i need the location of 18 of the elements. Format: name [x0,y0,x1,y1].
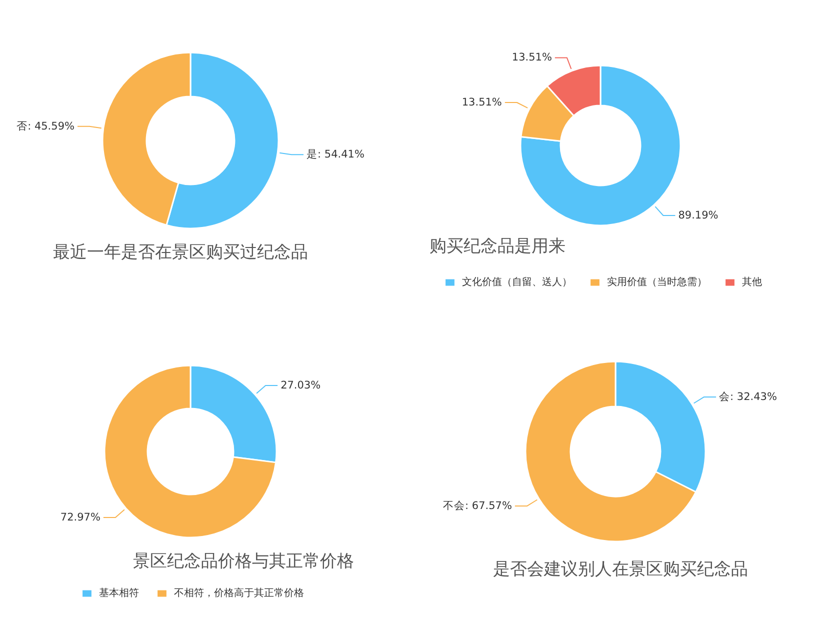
slice-label: 会: 32.43% [719,390,777,403]
data-label: 89.19% [678,210,718,222]
data-label: 13.51% [462,96,502,108]
slice-label: 否: 45.59% [16,120,74,132]
text: 购买纪念品是用来 [430,236,566,256]
legend-label: 其他 [742,276,762,289]
data-label: 72.97% [60,512,100,524]
legend-label: 文化价值（自留、送人） [462,276,572,289]
slice-label: 是: 54.41% [306,148,364,161]
slice-label: 不会: 67.57% [443,500,512,512]
text: 最近一年是否在景区购买过纪念品 [53,242,308,262]
data-label: 27.03% [280,379,321,392]
legend-label: 不相符，价格高于其正常价格 [174,586,304,600]
data-label: 13.51% [512,52,552,64]
text: 景区纪念品价格与其正常价格 [133,552,354,572]
legend-label: 实用价值（当时急需） [607,276,707,289]
text: 是否会建议别人在景区购买纪念品 [493,560,748,580]
legend-label: 基本相符 [99,586,139,600]
